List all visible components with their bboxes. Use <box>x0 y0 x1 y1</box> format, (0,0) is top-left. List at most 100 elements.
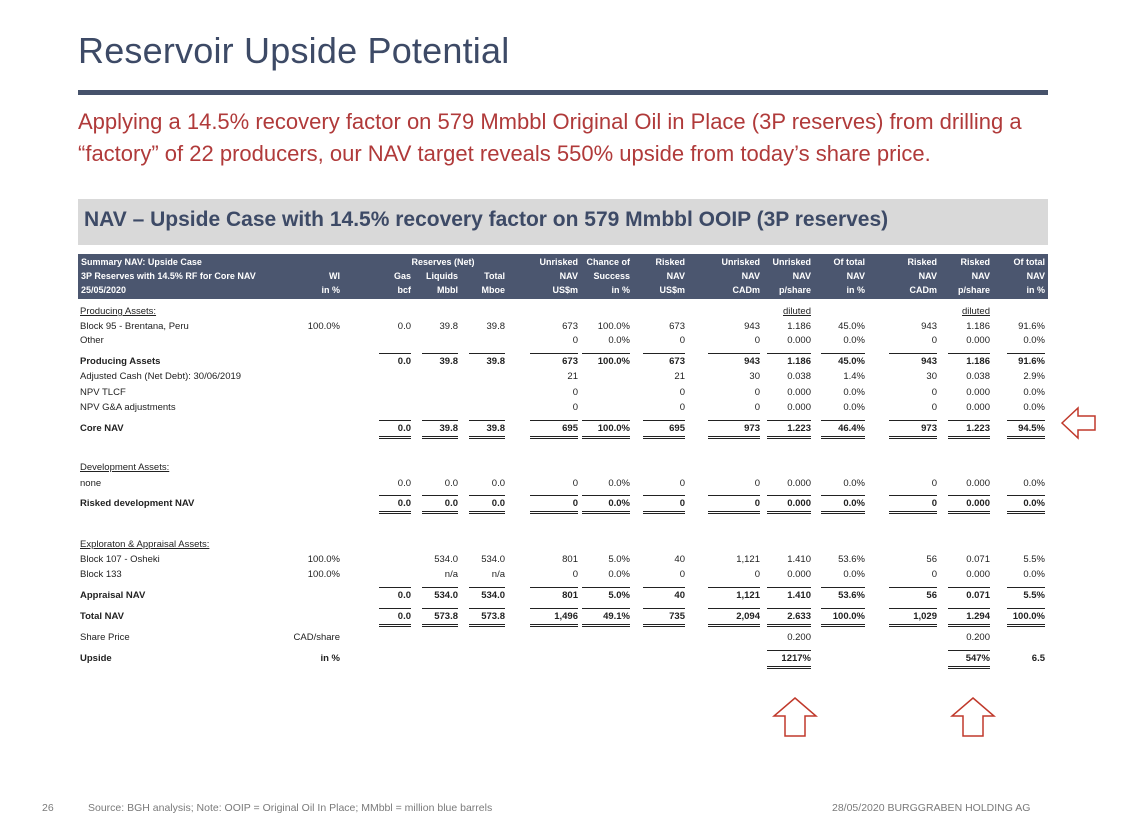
table-cell: 39.8 <box>486 423 506 434</box>
arrow-up-icon <box>772 697 818 737</box>
table-cell: 1.186 <box>787 321 811 332</box>
header-col-7-line-2: CADm <box>732 285 760 295</box>
table-cell: 0 <box>572 387 578 398</box>
total-rule-top <box>889 420 937 421</box>
table-cell: 0.200 <box>787 632 811 643</box>
total-rule-bottom <box>379 438 411 439</box>
total-rule-top <box>708 353 760 354</box>
row-label: Producing Assets <box>80 356 161 367</box>
table-cell: 943 <box>744 321 760 332</box>
table-cell: 0.038 <box>966 371 990 382</box>
total-rule-bottom <box>767 626 811 627</box>
table-cell: 6.5 <box>1031 653 1045 664</box>
table-cell: 0 <box>754 387 760 398</box>
total-rule-bottom <box>582 436 630 437</box>
table-cell: 0 <box>931 498 937 509</box>
row-label: Block 95 - Brentana, Peru <box>80 321 189 332</box>
table-cell: 0.0% <box>843 335 865 346</box>
total-rule-bottom <box>948 438 990 439</box>
total-rule-top <box>469 420 505 421</box>
table-cell: 0 <box>931 402 937 413</box>
table-cell: 100.0% <box>307 554 340 565</box>
table-cell: 0.0 <box>397 321 411 332</box>
total-rule-top <box>821 420 865 421</box>
total-rule-top <box>379 495 411 496</box>
total-rule-top <box>948 587 990 588</box>
total-rule-bottom <box>422 626 458 627</box>
table-cell: 0.0 <box>491 498 505 509</box>
row-label: Core NAV <box>80 423 124 434</box>
row-label: Block 133 <box>80 569 122 580</box>
header-col-11-line-1: NAV <box>971 271 990 281</box>
total-rule-top <box>582 420 630 421</box>
table-cell: 547% <box>965 653 990 664</box>
header-col-11-line-2: p/share <box>957 285 990 295</box>
table-cell: 21 <box>567 371 578 382</box>
row-label: Other <box>80 335 104 346</box>
header-col-2-line-0: Liquids <box>426 271 458 281</box>
total-rule-top <box>469 495 505 496</box>
table-cell: 5.5% <box>1023 554 1045 565</box>
table-cell: 100.0% <box>1012 611 1045 622</box>
total-rule-bottom <box>948 626 990 627</box>
total-rule-bottom <box>530 438 578 439</box>
row-label: Adjusted Cash (Net Debt): 30/06/2019 <box>80 371 242 382</box>
table-cell: 1.223 <box>787 423 811 434</box>
header-col-3-line-1: Mboe <box>481 285 506 295</box>
total-rule-bottom <box>643 513 685 514</box>
row-label: Risked development NAV <box>80 498 195 509</box>
arrow-up-icon <box>950 697 996 737</box>
total-rule-bottom <box>379 513 411 514</box>
table-cell: 100.0% <box>832 611 865 622</box>
upside-rule-bottom <box>767 668 811 669</box>
total-rule-bottom <box>1007 626 1045 627</box>
page-title: Reservoir Upside Potential <box>78 30 510 71</box>
total-rule-top <box>708 420 760 421</box>
table-cell: 39.8 <box>486 321 506 332</box>
table-cell: 5.0% <box>608 554 630 565</box>
total-rule-bottom <box>422 624 458 625</box>
table-cell: 0.0 <box>397 356 411 367</box>
table-cell: 40 <box>674 554 685 565</box>
header-col-9-line-0: Of total <box>833 257 866 267</box>
total-rule-bottom <box>821 626 865 627</box>
total-rule-bottom <box>889 511 937 512</box>
table-cell: 0 <box>572 402 578 413</box>
total-rule-bottom <box>889 513 937 514</box>
footer-source: Source: BGH analysis; Note: OOIP = Origi… <box>88 802 493 814</box>
total-rule-bottom <box>422 511 458 512</box>
total-rule-bottom <box>469 626 505 627</box>
table-cell: 49.1% <box>603 611 630 622</box>
table-cell: 673 <box>562 356 578 367</box>
table-cell: 1.4% <box>843 371 865 382</box>
table-cell: 1.186 <box>966 321 990 332</box>
table-cell: 0.0 <box>491 478 505 489</box>
table-cell: 5.5% <box>1023 590 1045 601</box>
header-left-1: Summary NAV: Upside Case <box>81 257 202 267</box>
table-cell: 0.0 <box>397 478 411 489</box>
total-rule-bottom <box>582 513 630 514</box>
table-cell: 0 <box>754 478 760 489</box>
table-cell: 39.8 <box>439 356 459 367</box>
total-rule-bottom <box>1007 624 1045 625</box>
table-cell: 39.8 <box>486 356 506 367</box>
table-cell: 0.0% <box>608 335 630 346</box>
table-cell: 45.0% <box>838 321 865 332</box>
header-left-3: 25/05/2020 <box>81 285 127 295</box>
total-rule-bottom <box>889 436 937 437</box>
header-col-7-line-0: Unrisked <box>721 257 760 267</box>
total-rule-bottom <box>708 513 760 514</box>
total-rule-bottom <box>1007 511 1045 512</box>
table-cell: 0.0% <box>843 498 865 509</box>
table-cell: 1.223 <box>966 423 990 434</box>
total-rule-bottom <box>643 624 685 625</box>
total-rule-top <box>379 353 411 354</box>
total-rule-top <box>530 495 578 496</box>
table-cell: 0 <box>679 387 685 398</box>
table-cell: 0.0% <box>843 387 865 398</box>
table-cell: 0.0% <box>843 478 865 489</box>
total-rule-bottom <box>530 624 578 625</box>
table-cell: 0.000 <box>966 498 990 509</box>
header-col-5-line-2: in % <box>611 285 630 295</box>
table-cell: 0 <box>931 478 937 489</box>
